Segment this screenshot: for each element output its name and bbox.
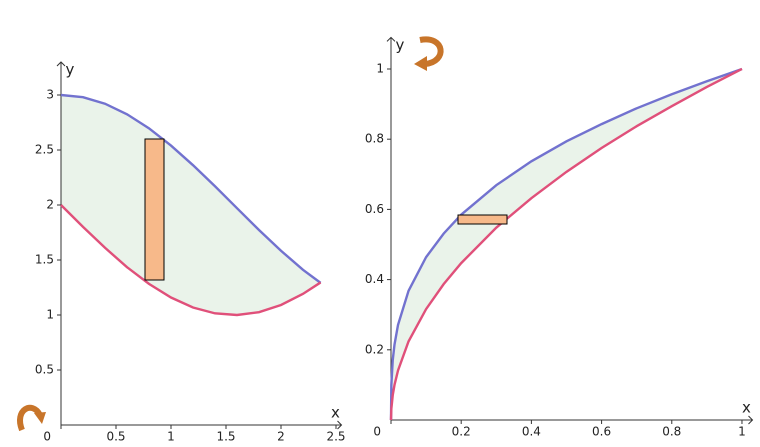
curve xyxy=(60,204,322,317)
rotation-arrow xyxy=(414,36,444,71)
y-tick-label: 3 xyxy=(46,88,54,102)
x-tick-label: 0 xyxy=(43,430,51,444)
y-axis-label: y xyxy=(66,61,75,79)
y-axis-label: y xyxy=(396,36,405,54)
x-tick-label: 0.6 xyxy=(592,425,611,439)
x-axis-label: x xyxy=(742,399,751,417)
x-tick-label: 0 xyxy=(373,425,381,439)
x-tick-label: 0.4 xyxy=(522,425,541,439)
x-tick-label: 2.5 xyxy=(326,430,345,444)
curve xyxy=(60,93,322,284)
y-tick-label: 1 xyxy=(376,61,384,75)
y-tick-label: 0.4 xyxy=(365,272,384,286)
x-tick-label: 1 xyxy=(167,430,175,444)
x-tick-label: 1 xyxy=(738,425,746,439)
y-tick-label: 0.6 xyxy=(365,202,384,216)
curve xyxy=(389,67,743,421)
y-tick-label: 2.5 xyxy=(35,143,54,157)
region-fill xyxy=(60,94,321,316)
sample-strip xyxy=(457,214,508,225)
sample-strip xyxy=(144,138,165,281)
x-axis-label: x xyxy=(331,404,340,422)
y-tick-label: 0.2 xyxy=(365,342,384,356)
rotation-arrow xyxy=(17,404,46,432)
y-tick-label: 1 xyxy=(46,308,54,322)
y-tick-label: 1.5 xyxy=(35,253,54,267)
x-tick-label: 2 xyxy=(277,430,285,444)
x-tick-label: 0.5 xyxy=(106,430,125,444)
y-tick-label: 0.5 xyxy=(35,363,54,377)
region-fill xyxy=(390,68,743,421)
y-tick-label: 0.8 xyxy=(365,132,384,146)
x-tick-label: 0.8 xyxy=(662,425,681,439)
x-tick-label: 0.2 xyxy=(452,425,471,439)
x-tick-label: 1.5 xyxy=(216,430,235,444)
y-tick-label: 2 xyxy=(46,198,54,212)
